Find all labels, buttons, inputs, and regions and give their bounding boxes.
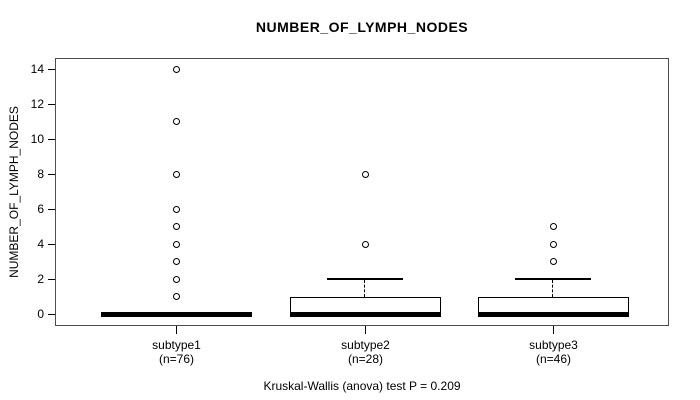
outlier-point	[172, 275, 180, 283]
outlier-point	[172, 205, 180, 213]
outlier-point	[549, 240, 557, 248]
stat-test-caption: Kruskal-Wallis (anova) test P = 0.209	[263, 379, 461, 393]
whisker-cap	[515, 278, 591, 280]
x-axis-tick	[552, 326, 555, 334]
median-line	[477, 311, 629, 317]
chart-title: NUMBER_OF_LYMPH_NODES	[255, 19, 469, 35]
x-axis-group-label: subtype1 (n=76)	[117, 338, 237, 366]
group-name-label: subtype2	[341, 338, 390, 352]
outlier-point	[549, 223, 557, 230]
y-axis-tick-label: 0	[37, 307, 44, 321]
group-n-label: (n=46)	[535, 351, 572, 366]
whisker-line	[364, 280, 366, 297]
y-axis-tick-label: 12	[30, 97, 44, 111]
y-axis-tick	[47, 243, 55, 246]
y-axis-tick	[47, 68, 55, 71]
plot-area	[55, 58, 669, 326]
outlier-point	[172, 258, 180, 265]
outlier-point	[172, 293, 180, 300]
outlier-point	[172, 170, 180, 178]
whisker-cap	[327, 278, 403, 280]
group-name-label: subtype1	[152, 338, 201, 352]
x-axis-tick	[364, 326, 367, 334]
outlier-point	[172, 223, 180, 230]
y-axis-tick	[47, 138, 55, 141]
outlier-point	[361, 170, 369, 178]
y-axis-tick	[47, 173, 55, 176]
outlier-point	[172, 118, 180, 125]
group-n-label: (n=28)	[347, 351, 384, 366]
x-axis-group-label: subtype2 (n=28)	[306, 338, 426, 366]
y-axis-tick	[47, 208, 55, 211]
x-axis-group-label: subtype3 (n=46)	[494, 338, 614, 366]
outlier-point	[172, 65, 180, 73]
outlier-point	[361, 240, 369, 248]
y-axis-tick-label: 2	[37, 272, 44, 286]
median-line	[289, 311, 441, 317]
y-axis-tick-label: 4	[37, 237, 44, 251]
group-n-label: (n=76)	[158, 351, 195, 366]
y-axis-tick-label: 6	[37, 202, 44, 216]
y-axis-tick	[47, 278, 55, 281]
x-axis-tick	[175, 326, 178, 334]
outlier-point	[549, 258, 557, 265]
y-axis-tick-label: 14	[30, 62, 44, 76]
y-axis-tick	[47, 313, 55, 316]
y-axis-tick	[47, 103, 55, 106]
group-name-label: subtype3	[529, 338, 578, 352]
y-axis-tick-label: 8	[37, 167, 44, 181]
y-axis-tick-label: 10	[30, 132, 44, 146]
outlier-point	[172, 240, 180, 248]
whisker-line	[552, 280, 554, 297]
median-line	[100, 311, 252, 317]
